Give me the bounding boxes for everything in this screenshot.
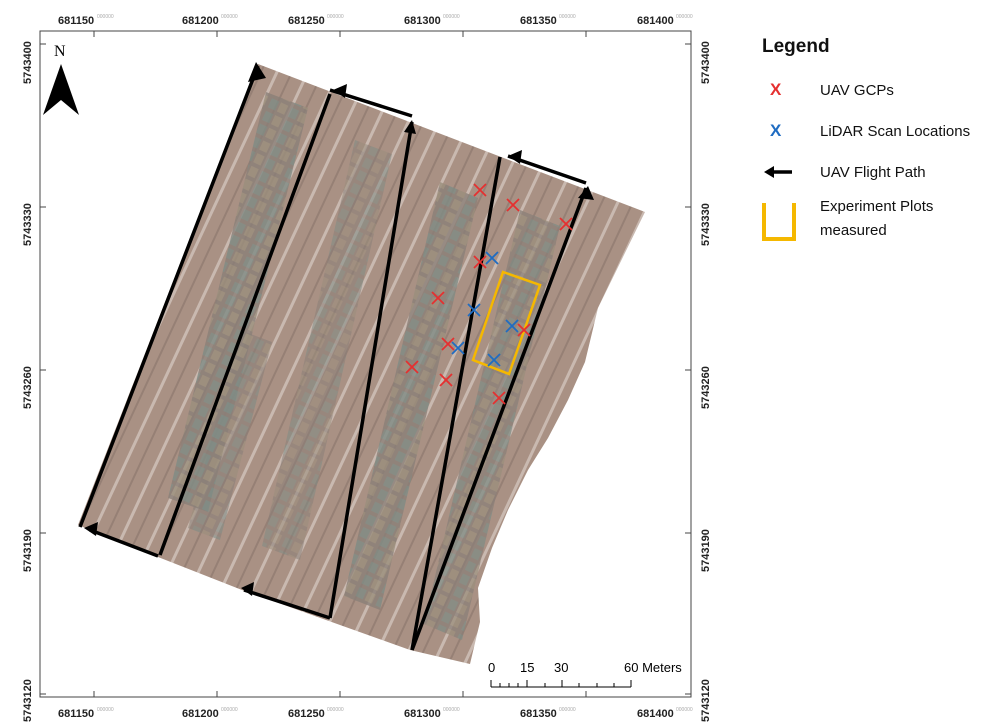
northing-label: 5743190: [700, 529, 712, 572]
northing-label: 5743190: [22, 529, 34, 572]
gcp-marker: [506, 198, 520, 212]
easting-label: 681200: [182, 15, 219, 27]
legend-item-plots: Experiment Plots measured: [762, 195, 992, 263]
legend-label-plots-line1: Experiment Plots: [820, 198, 934, 215]
lidar-x-icon: X: [770, 121, 782, 140]
gcp-marker: [441, 337, 455, 351]
scale-label-60: 60 Meters: [624, 660, 682, 675]
gcp-marker: [439, 373, 453, 387]
legend-item-gcp: X UAV GCPs: [762, 80, 992, 121]
gcp-markers: [405, 183, 573, 405]
scale-label-15: 15: [520, 660, 534, 675]
easting-label: 681150: [58, 15, 94, 27]
scale-label-0: 0: [488, 660, 495, 675]
frame-ticks: [40, 31, 691, 697]
legend-label-flight-path: UAV Flight Path: [820, 164, 926, 181]
easting-label: 681300: [404, 708, 441, 720]
easting-label-sup: 000000: [559, 14, 576, 20]
easting-label: 681250: [288, 708, 325, 720]
easting-labels-top: 681150 000000 681200 000000 681250 00000…: [58, 14, 693, 27]
gcp-marker: [473, 255, 487, 269]
legend-item-lidar: X LiDAR Scan Locations: [762, 121, 992, 162]
arrow-left-icon: [762, 162, 802, 186]
easting-label: 681250: [288, 15, 325, 27]
northing-labels-left: 5743400 5743330 5743260 5743190 5743120: [22, 41, 34, 722]
lidar-marker: [505, 319, 519, 333]
lidar-marker: [485, 251, 499, 265]
easting-label-sup: 000000: [327, 707, 344, 713]
gcp-marker: [431, 291, 445, 305]
flight-arrowheads: [84, 62, 594, 596]
easting-label: 681150: [58, 708, 94, 720]
northing-label: 5743400: [700, 41, 712, 84]
legend-label-gcp: UAV GCPs: [820, 82, 894, 99]
easting-label-sup: 000000: [443, 14, 460, 20]
northing-labels-right: 5743400 5743330 5743260 5743190 5743120: [700, 41, 712, 722]
scale-bar: [490, 680, 632, 688]
gcp-marker: [492, 391, 506, 405]
easting-label-sup: 000000: [327, 14, 344, 20]
easting-labels-bottom: 681150 000000 681200 000000 681250 00000…: [58, 707, 693, 720]
northing-label: 5743120: [22, 679, 34, 722]
easting-label: 681350: [520, 15, 557, 27]
legend-label-plots-line2: measured: [820, 222, 887, 239]
easting-label: 681300: [404, 15, 441, 27]
legend-item-flight-path: UAV Flight Path: [762, 162, 992, 203]
gcp-marker: [517, 323, 531, 337]
easting-label-sup: 000000: [97, 707, 114, 713]
easting-label-sup: 000000: [676, 707, 693, 713]
easting-label-sup: 000000: [676, 14, 693, 20]
easting-label-sup: 000000: [221, 707, 238, 713]
easting-label-sup: 000000: [221, 14, 238, 20]
northing-label: 5743330: [22, 203, 34, 246]
easting-label: 681400: [637, 708, 674, 720]
scale-label-30: 30: [554, 660, 568, 675]
legend-title: Legend: [762, 36, 830, 57]
lidar-marker: [487, 353, 501, 367]
gcp-marker: [559, 217, 573, 231]
easting-label-sup: 000000: [559, 707, 576, 713]
easting-label: 681400: [637, 15, 674, 27]
plot-square-icon: [762, 195, 802, 241]
flight-path: [78, 65, 588, 651]
lidar-marker: [451, 341, 465, 355]
easting-label-sup: 000000: [443, 707, 460, 713]
legend-label-lidar: LiDAR Scan Locations: [820, 123, 971, 140]
easting-label: 681350: [520, 708, 557, 720]
lidar-markers: [451, 251, 519, 367]
easting-label-sup: 000000: [97, 14, 114, 20]
lidar-marker: [467, 303, 481, 317]
northing-label: 5743330: [700, 203, 712, 246]
northing-label: 5743120: [700, 679, 712, 722]
gcp-marker: [405, 360, 419, 374]
northing-label: 5743400: [22, 41, 34, 84]
gcp-x-icon: X: [770, 80, 782, 99]
easting-label: 681200: [182, 708, 219, 720]
gcp-marker: [473, 183, 487, 197]
northing-label: 5743260: [22, 366, 34, 409]
scale-bar-labels: 0 15 30 60 Meters: [488, 660, 682, 675]
north-arrow: N: [43, 43, 79, 115]
experiment-plot-box: [471, 270, 542, 376]
north-label: N: [54, 43, 66, 60]
legend: Legend X UAV GCPs X LiDAR Scan Locations…: [762, 36, 992, 263]
northing-label: 5743260: [700, 366, 712, 409]
